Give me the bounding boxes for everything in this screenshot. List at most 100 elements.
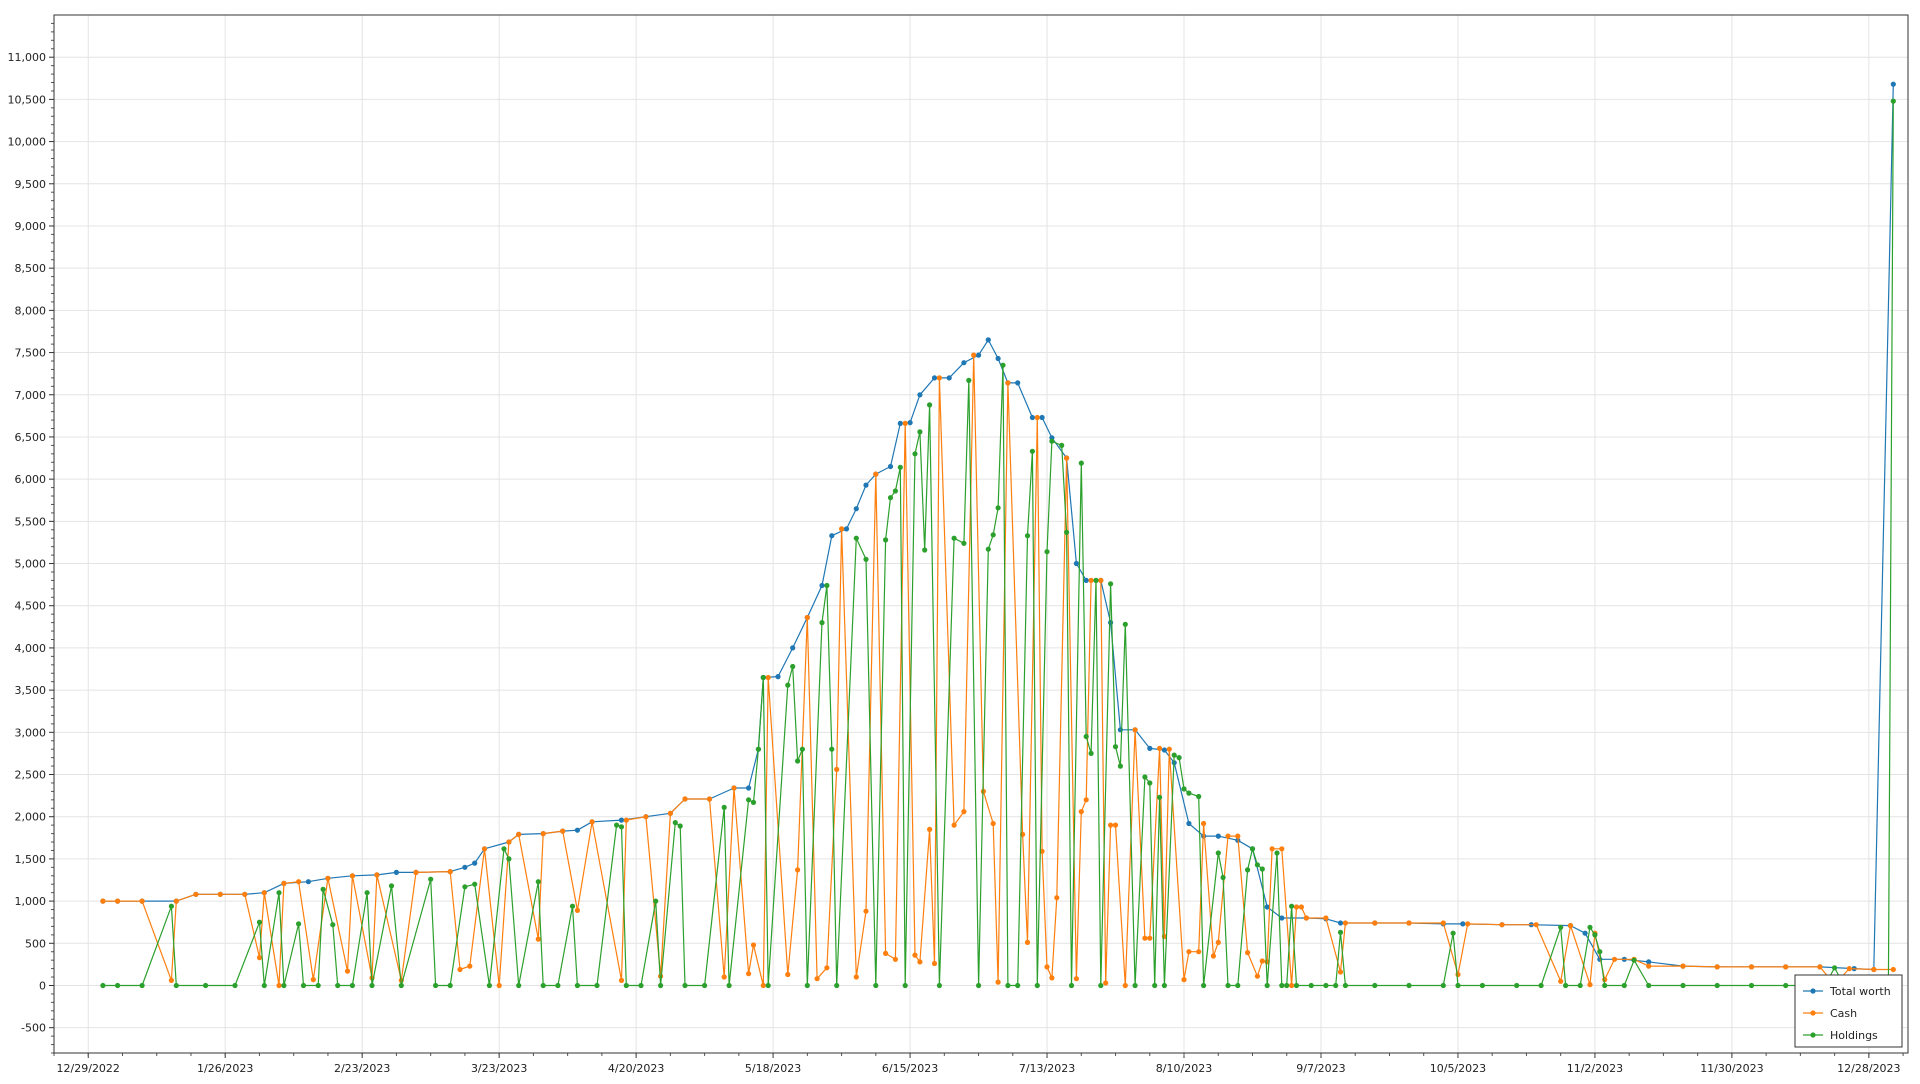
total-worth-point xyxy=(1073,560,1079,567)
cash-point xyxy=(839,526,845,532)
cash-point xyxy=(971,352,977,358)
y-tick-label: 9,000 xyxy=(15,220,47,233)
holdings-point xyxy=(1176,755,1182,761)
holdings-point xyxy=(1161,982,1167,989)
cash-point xyxy=(961,809,967,815)
cash-point xyxy=(296,879,302,885)
grid-layer xyxy=(54,15,1908,1053)
holdings-point xyxy=(486,982,492,989)
cash-point xyxy=(1024,939,1031,946)
cash-point xyxy=(902,420,908,426)
total-worth-point xyxy=(961,360,967,366)
total-worth-point xyxy=(1147,745,1153,752)
holdings-point xyxy=(516,982,522,989)
total-worth-point xyxy=(1646,959,1652,965)
holdings-point xyxy=(1201,982,1207,989)
cash-point xyxy=(276,982,282,989)
cash-point xyxy=(1298,904,1304,910)
x-tick-label: 12/29/2022 xyxy=(57,1062,120,1075)
holdings-point xyxy=(1064,529,1070,535)
holdings-point xyxy=(232,982,238,989)
holdings-point xyxy=(1078,460,1084,466)
total-worth-point xyxy=(1039,414,1045,421)
holdings-point xyxy=(1337,929,1344,935)
cash-point xyxy=(413,869,419,876)
holdings-point xyxy=(535,879,541,885)
y-tick-label: 7,500 xyxy=(15,347,47,360)
holdings-point xyxy=(897,464,903,470)
holdings-point xyxy=(1587,924,1593,930)
cash-point xyxy=(1259,958,1265,964)
holdings-point xyxy=(1235,982,1241,989)
y-tick-label: 8,000 xyxy=(15,304,47,317)
holdings-point xyxy=(320,886,326,892)
cash-point xyxy=(1748,964,1755,970)
holdings-point xyxy=(1440,982,1446,989)
holdings-point xyxy=(1308,982,1314,989)
total-worth-point xyxy=(1337,920,1344,926)
total-worth-point xyxy=(1890,81,1896,87)
cash-point xyxy=(1201,820,1207,827)
x-tick-label: 2/23/2023 xyxy=(334,1062,390,1075)
cash-point xyxy=(1235,833,1241,839)
holdings-point xyxy=(1015,982,1021,989)
holdings-point xyxy=(936,982,943,989)
cash-point xyxy=(1073,976,1079,982)
cash-point xyxy=(1323,915,1329,921)
holdings-point xyxy=(472,881,478,887)
y-tick-label: 5,500 xyxy=(15,515,47,528)
holdings-point xyxy=(1157,794,1163,800)
holdings-point xyxy=(1083,733,1089,740)
holdings-point xyxy=(785,682,791,688)
holdings-point xyxy=(677,823,683,829)
holdings-point xyxy=(281,982,287,989)
cash-point xyxy=(1337,969,1344,975)
cash-point xyxy=(1142,935,1148,941)
holdings-point xyxy=(1005,982,1011,989)
holdings-point xyxy=(1890,98,1896,104)
x-tick-label: 8/10/2023 xyxy=(1156,1062,1212,1075)
holdings-point xyxy=(115,982,121,989)
holdings-point xyxy=(398,982,404,989)
cash-point xyxy=(746,971,752,977)
cash-point xyxy=(540,831,546,837)
cash-point xyxy=(667,810,674,816)
cash-point xyxy=(115,898,121,904)
cash-point xyxy=(814,976,820,982)
cash-point xyxy=(467,963,473,969)
holdings-line xyxy=(102,101,1894,987)
holdings-point xyxy=(1680,982,1686,989)
holdings-point xyxy=(726,982,732,989)
cash-point xyxy=(1054,895,1060,901)
cash-point xyxy=(1098,577,1104,584)
total-worth-point xyxy=(976,352,982,358)
cash-point xyxy=(1122,982,1128,989)
cash-point xyxy=(1279,846,1285,852)
total-worth-point xyxy=(985,337,991,343)
cash-point xyxy=(589,819,595,825)
cash-point xyxy=(1817,964,1823,970)
holdings-point xyxy=(1274,850,1280,856)
cash-point xyxy=(1289,982,1295,989)
cash-point xyxy=(721,974,727,980)
holdings-point xyxy=(349,982,355,989)
x-tick-label: 1/26/2023 xyxy=(197,1062,253,1075)
x-tick-label: 7/13/2023 xyxy=(1019,1062,1075,1075)
cash-point xyxy=(995,979,1001,985)
cash-point xyxy=(1646,963,1652,969)
holdings-point xyxy=(315,982,321,989)
holdings-point xyxy=(1220,874,1226,881)
legend-marker-holdings xyxy=(1810,1032,1816,1038)
holdings-point xyxy=(790,663,796,670)
total-worth-point xyxy=(1460,921,1466,927)
holdings-point xyxy=(1034,982,1040,989)
holdings-point xyxy=(1333,982,1339,989)
legend-label-total-worth: Total worth xyxy=(1829,985,1891,998)
total-worth-point xyxy=(1029,414,1035,421)
cash-point xyxy=(1181,977,1187,983)
holdings-point xyxy=(168,903,174,909)
x-tick-label: 6/15/2023 xyxy=(882,1062,938,1075)
holdings-point xyxy=(276,890,282,896)
holdings-point xyxy=(863,556,869,562)
cash-point xyxy=(1846,966,1852,972)
